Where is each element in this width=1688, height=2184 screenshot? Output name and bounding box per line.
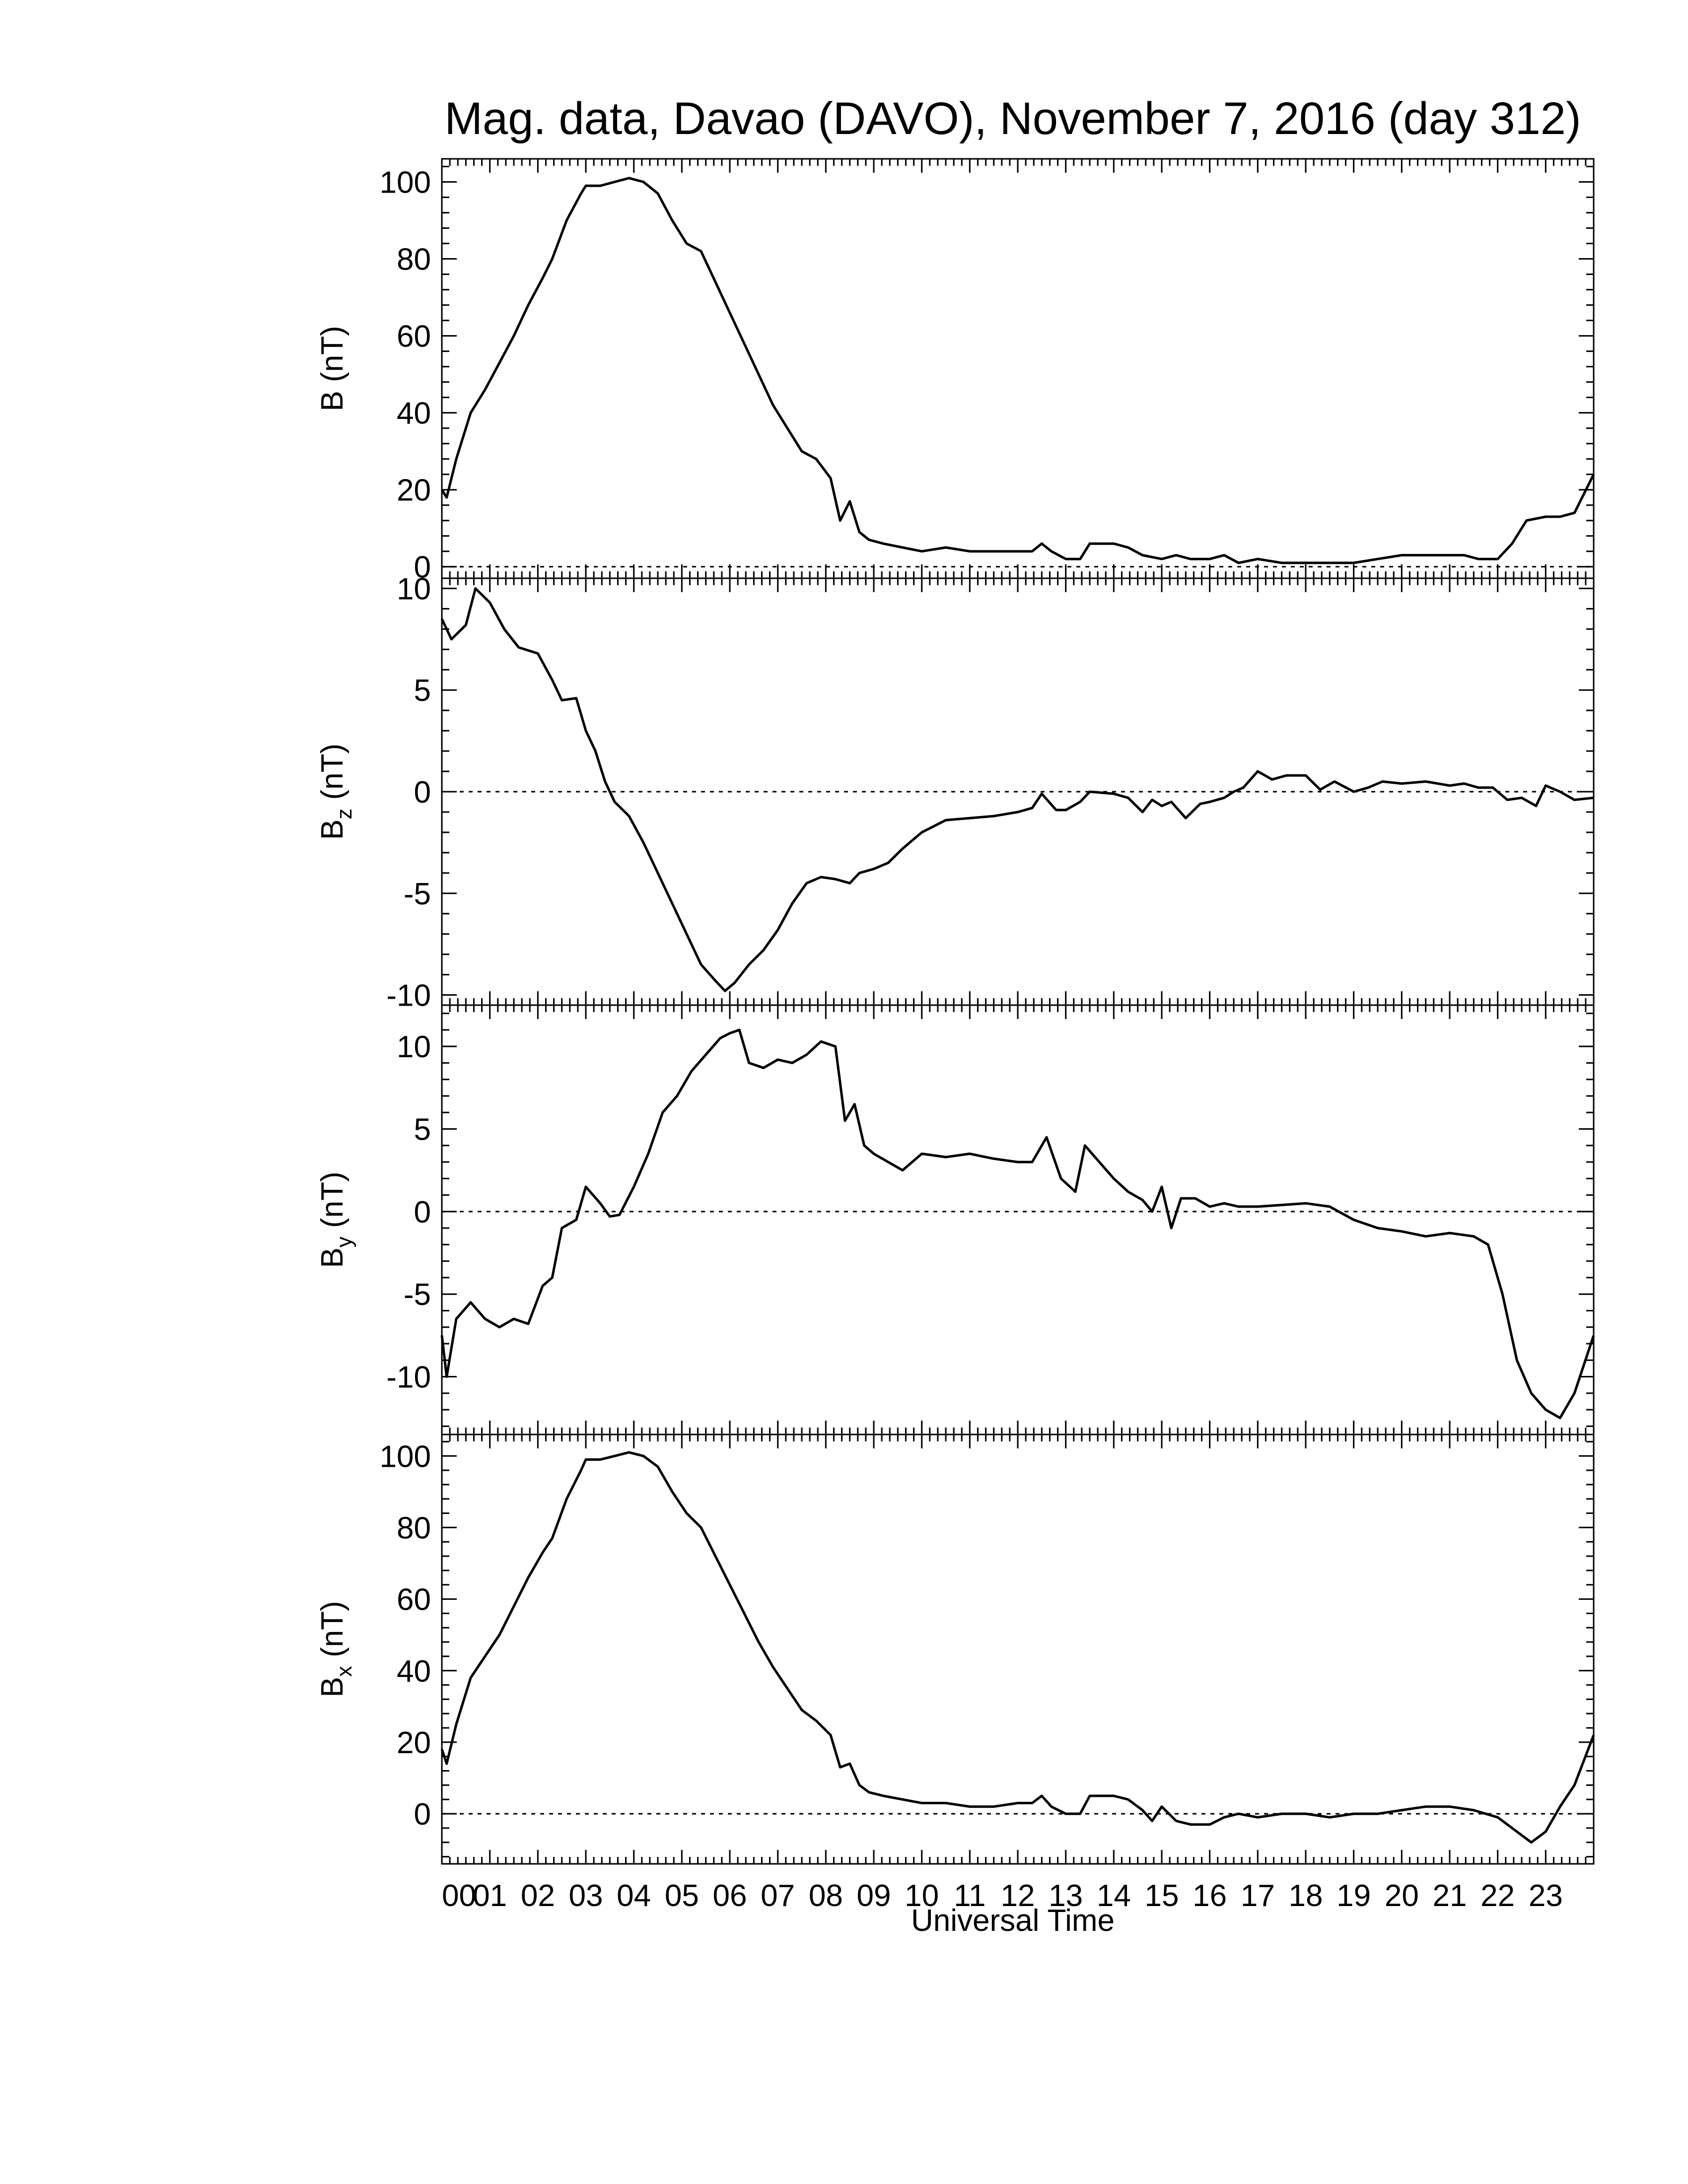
y-tick-label: 100 [380, 166, 431, 200]
y-tick-label: 5 [414, 674, 431, 708]
y-axis-label-subscript: z [332, 809, 356, 819]
x-tick-label: 06 [713, 1879, 747, 1913]
y-axis-label-base: B [315, 391, 350, 411]
x-tick-label: 09 [857, 1879, 891, 1913]
x-tick-label: 12 [1001, 1879, 1035, 1913]
y-tick-label: 100 [380, 1439, 431, 1474]
y-axis-label-unit: (nT) [315, 1171, 350, 1236]
x-tick-label: 21 [1433, 1879, 1467, 1913]
x-tick-label: 15 [1145, 1879, 1179, 1913]
x-tick-label: 00 [442, 1879, 476, 1913]
y-tick-label: 0 [414, 550, 431, 585]
y-axis-label-base: B [315, 1677, 350, 1697]
y-axis-label-base: B [315, 819, 350, 840]
y-axis-label: By (nT) [315, 1171, 356, 1268]
y-tick-label: 0 [414, 1195, 431, 1229]
y-tick-label: 0 [414, 775, 431, 810]
x-tick-label: 01 [473, 1879, 507, 1913]
y-tick-label: 80 [397, 243, 431, 277]
y-tick-label: -10 [386, 979, 431, 1013]
y-tick-label: 0 [414, 1797, 431, 1832]
x-tick-label: 11 [954, 1879, 985, 1913]
series-line [440, 1028, 1595, 1420]
panel-frame [441, 1004, 1595, 1435]
x-tick-label: 23 [1529, 1879, 1563, 1913]
x-axis-label: Universal Time [911, 1904, 1115, 1938]
y-tick-label: 40 [397, 397, 431, 431]
series-line [440, 177, 1595, 564]
series-line [440, 1451, 1595, 1844]
y-tick-label: 60 [397, 320, 431, 354]
y-axis-label-unit: (nT) [315, 326, 350, 391]
x-tick-label: 08 [809, 1879, 843, 1913]
y-tick-label: -5 [404, 877, 431, 911]
series-line [440, 587, 1594, 992]
y-tick-label: -10 [386, 1361, 431, 1395]
y-tick-label: 5 [414, 1113, 431, 1147]
chart-title: Mag. data, Davao (DAVO), November 7, 201… [444, 93, 1581, 144]
y-tick-label: 20 [397, 1726, 431, 1760]
y-axis-label-unit: (nT) [315, 744, 350, 809]
y-tick-label: -5 [404, 1278, 431, 1312]
y-tick-label: 40 [397, 1654, 431, 1689]
y-axis-label-subscript: x [332, 1666, 356, 1677]
x-tick-label: 16 [1193, 1879, 1227, 1913]
x-tick-label: 18 [1289, 1879, 1323, 1913]
x-tick-label: 14 [1097, 1879, 1131, 1913]
x-tick-label: 05 [665, 1879, 699, 1913]
x-tick-label: 03 [569, 1879, 603, 1913]
y-axis-label-base: B [315, 1247, 350, 1268]
y-axis-label: B (nT) [315, 326, 350, 411]
panel-2: -10 -5 0 5 10 By (nT) [315, 1004, 1595, 1435]
panel-1: -10 -5 0 5 10 Bz (nT) [315, 572, 1595, 1013]
y-tick-label: 20 [397, 474, 431, 508]
x-tick-label: 22 [1480, 1879, 1515, 1913]
x-tick-label: 07 [761, 1879, 795, 1913]
x-tick-label: 13 [1049, 1879, 1083, 1913]
y-axis-label-unit: (nT) [315, 1601, 350, 1666]
panel-frame [441, 1433, 1595, 1865]
y-tick-label: 80 [397, 1511, 431, 1545]
y-tick-label: 10 [397, 572, 431, 606]
x-tick-label: 04 [617, 1879, 651, 1913]
x-tick-label: 20 [1385, 1879, 1419, 1913]
y-axis-label-subscript: y [332, 1236, 356, 1247]
panel-frame [441, 158, 1595, 579]
x-tick-label: 17 [1241, 1879, 1275, 1913]
y-tick-label: 60 [397, 1583, 431, 1617]
y-axis-label: Bz (nT) [315, 744, 356, 840]
y-tick-label: 10 [397, 1030, 431, 1064]
x-tick-label: 10 [905, 1879, 939, 1913]
x-tick-label: 02 [521, 1879, 555, 1913]
x-tick-label: 19 [1336, 1879, 1371, 1913]
panel-3: 0 20 40 60 80 100 Bx (nT) [315, 1433, 1595, 1865]
y-axis-label: Bx (nT) [315, 1601, 356, 1697]
panel-0: 0 20 40 60 80 100 B (nT) [315, 158, 1595, 585]
